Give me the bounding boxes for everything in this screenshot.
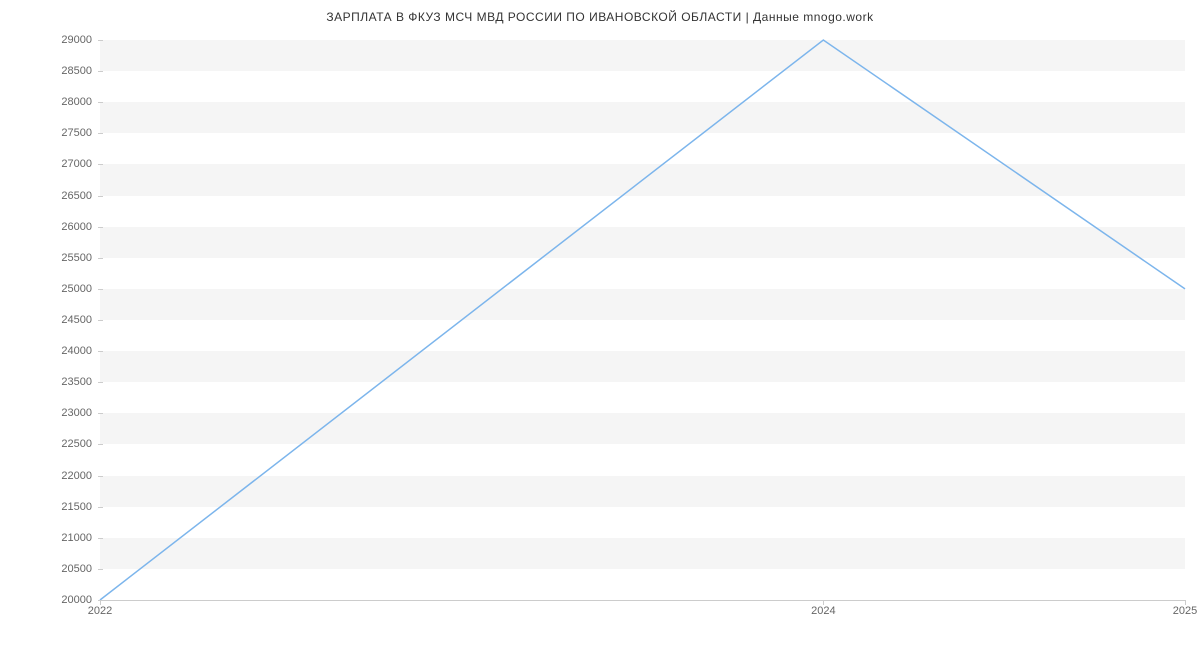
x-axis-tick-mark xyxy=(823,600,824,605)
y-axis-tick-label: 24000 xyxy=(61,345,92,357)
y-axis-tick-mark xyxy=(98,227,103,228)
salary-line-chart: ЗАРПЛАТА В ФКУЗ МСЧ МВД РОССИИ ПО ИВАНОВ… xyxy=(0,0,1200,650)
y-axis-tick-mark xyxy=(98,71,103,72)
x-axis-tick-label: 2022 xyxy=(88,605,112,617)
y-axis-tick-label: 21500 xyxy=(61,501,92,513)
y-axis-tick-mark xyxy=(98,102,103,103)
y-axis-tick-label: 21000 xyxy=(61,532,92,544)
y-axis-tick-label: 22000 xyxy=(61,470,92,482)
chart-title: ЗАРПЛАТА В ФКУЗ МСЧ МВД РОССИИ ПО ИВАНОВ… xyxy=(0,0,1200,29)
y-axis-tick-label: 22500 xyxy=(61,438,92,450)
y-axis-tick-label: 28500 xyxy=(61,65,92,77)
y-axis-tick-mark xyxy=(98,444,103,445)
y-axis-tick-mark xyxy=(98,569,103,570)
line-series xyxy=(100,40,1185,600)
y-axis-tick-mark xyxy=(98,382,103,383)
y-axis-tick-label: 27500 xyxy=(61,127,92,139)
y-axis-tick-mark xyxy=(98,507,103,508)
y-axis-tick-label: 23000 xyxy=(61,407,92,419)
y-axis-tick-label: 20500 xyxy=(61,563,92,575)
x-axis-tick-mark xyxy=(100,600,101,605)
y-axis-tick-label: 25500 xyxy=(61,252,92,264)
y-axis-tick-mark xyxy=(98,258,103,259)
y-axis-tick-label: 25000 xyxy=(61,283,92,295)
y-axis-tick-mark xyxy=(98,476,103,477)
y-axis-tick-label: 24500 xyxy=(61,314,92,326)
plot-area xyxy=(100,40,1185,601)
x-axis-tick-label: 2025 xyxy=(1173,605,1197,617)
y-axis-tick-mark xyxy=(98,351,103,352)
y-axis-tick-label: 29000 xyxy=(61,34,92,46)
y-axis-tick-label: 23500 xyxy=(61,376,92,388)
y-axis-tick-label: 28000 xyxy=(61,96,92,108)
y-axis-tick-mark xyxy=(98,289,103,290)
y-axis-tick-mark xyxy=(98,133,103,134)
y-axis-tick-mark xyxy=(98,413,103,414)
x-axis-tick-mark xyxy=(1185,600,1186,605)
y-axis-tick-label: 26000 xyxy=(61,221,92,233)
x-axis-tick-label: 2024 xyxy=(811,605,835,617)
y-axis-tick-mark xyxy=(98,196,103,197)
y-axis-tick-mark xyxy=(98,538,103,539)
y-axis-tick-label: 27000 xyxy=(61,158,92,170)
y-axis-tick-label: 26500 xyxy=(61,190,92,202)
y-axis-tick-mark xyxy=(98,164,103,165)
y-axis-tick-mark xyxy=(98,40,103,41)
y-axis-tick-mark xyxy=(98,320,103,321)
